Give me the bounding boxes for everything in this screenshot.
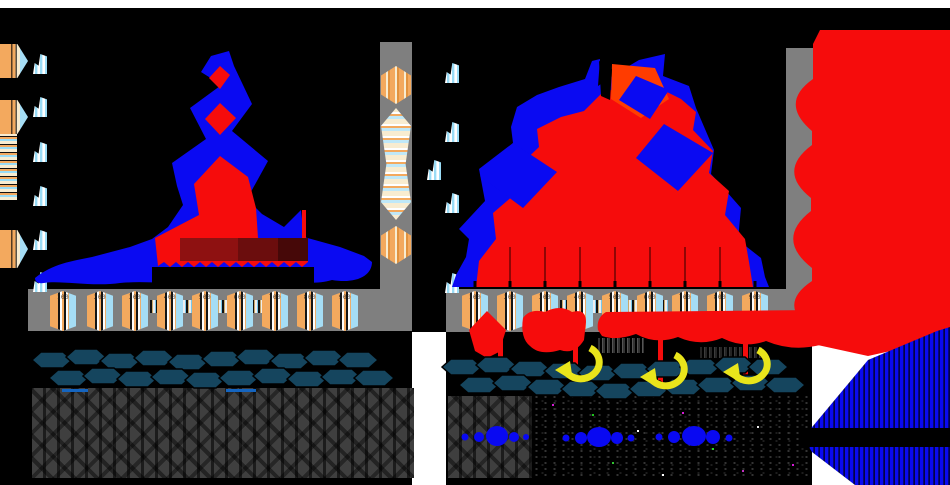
x-tick-label: 100	[56, 294, 70, 301]
right-sidechain-comb-glitch	[448, 396, 532, 478]
x-tick-label: 900	[338, 294, 352, 301]
x-tick-badge: 700	[262, 291, 288, 331]
x-tick-badge: 100	[462, 291, 488, 331]
x-tick-label: 400	[163, 294, 177, 301]
x-tick-badge: 600	[637, 291, 663, 331]
left-sidechain-comb-glitch	[32, 388, 414, 478]
x-tick-badge: 800	[297, 291, 323, 331]
x-tick-label: 700	[268, 294, 282, 301]
x-tick-label: 600	[233, 294, 247, 301]
x-tick-label: 200	[503, 294, 517, 301]
blue-glitch-dash	[62, 389, 88, 392]
x-tick-badge: 900	[742, 291, 768, 331]
right-y-axis-bar	[786, 48, 813, 330]
x-tick-badge: 200	[497, 291, 523, 331]
x-tick-badge: 600	[227, 291, 253, 331]
x-tick-badge: 100	[50, 291, 76, 331]
right-plot-background	[446, 8, 788, 332]
x-tick-badge: 900	[332, 291, 358, 331]
x-tick-label: 700	[678, 294, 692, 301]
y-tick-hex-glitch	[381, 66, 411, 104]
x-tick-badge: 700	[672, 291, 698, 331]
x-tick-label: 300	[128, 294, 142, 301]
blue-glitch-dash	[226, 389, 256, 392]
x-tick-label: 800	[303, 294, 317, 301]
x-tick-label: 100	[468, 294, 482, 301]
x-tick-label: 800	[713, 294, 727, 301]
x-tick-label: 200	[93, 294, 107, 301]
x-tick-label: 500	[198, 294, 212, 301]
x-tick-badge: 500	[192, 291, 218, 331]
giant-blue-glyphs	[803, 327, 950, 485]
x-tick-badge: 400	[157, 291, 183, 331]
x-tick-label: 300	[538, 294, 552, 301]
x-tick-label: 400	[573, 294, 587, 301]
giant-red-glyphs	[793, 30, 950, 356]
x-tick-badge: 500	[602, 291, 628, 331]
x-tick-badge: 300	[532, 291, 558, 331]
keq-glitch-text	[598, 338, 644, 353]
x-tick-label: 900	[748, 294, 762, 301]
black-band-overlay	[801, 428, 950, 447]
glitch-static-band	[532, 394, 810, 480]
y-axis-title-glitch	[0, 134, 17, 200]
glitch-color-specks	[552, 404, 554, 406]
x-tick-badge: 400	[567, 291, 593, 331]
x-tick-label: 600	[643, 294, 657, 301]
top-right-background	[788, 8, 950, 48]
x-tick-badge: 800	[707, 291, 733, 331]
x-tick-badge: 200	[87, 291, 113, 331]
x-tick-label: 500	[608, 294, 622, 301]
x-tick-badge: 300	[122, 291, 148, 331]
glitch-text-smear	[700, 347, 764, 358]
